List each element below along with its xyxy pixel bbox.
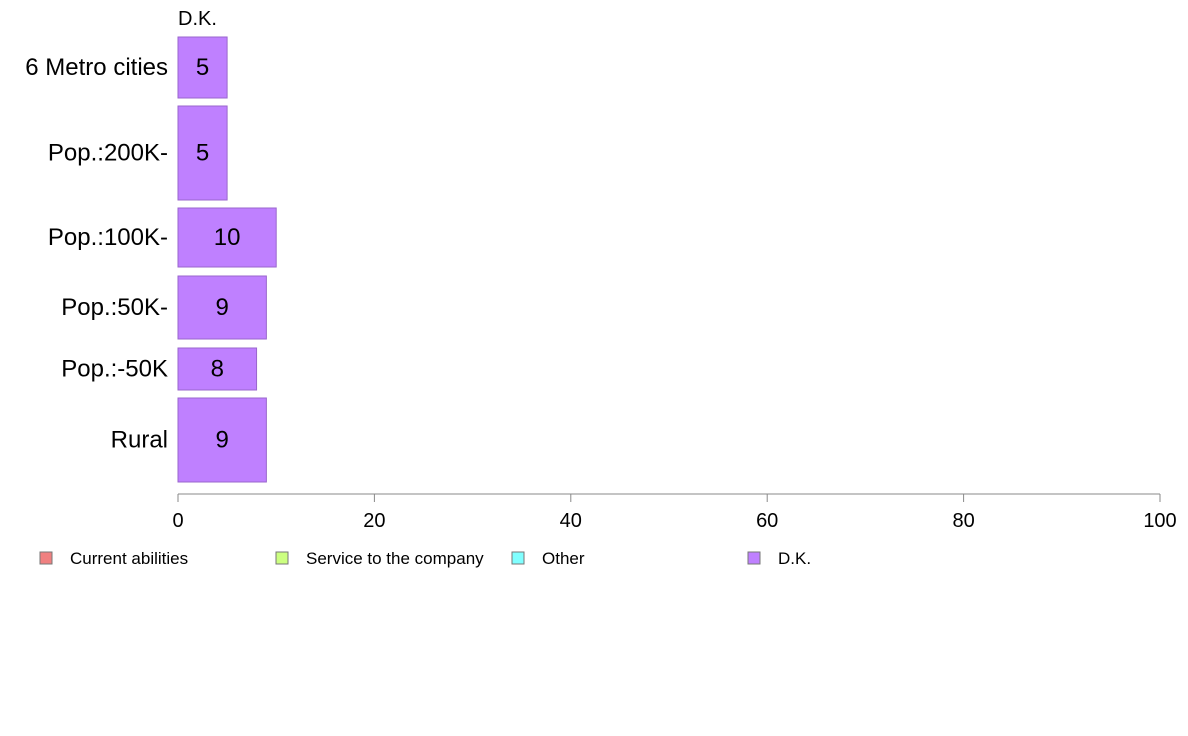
legend-swatch <box>747 551 761 565</box>
legend-label: Other <box>542 549 585 568</box>
category-label: Pop.:100K- <box>48 224 168 251</box>
value-label: 10 <box>214 224 241 251</box>
series-title-dk: D.K. <box>178 8 217 30</box>
bar-segment <box>177 275 267 340</box>
category-label: Pop.:-50K <box>61 356 168 383</box>
x-tick-label: 100 <box>1143 510 1176 532</box>
bar-segment <box>177 347 258 391</box>
category-label: Pop.:200K- <box>48 140 168 167</box>
value-label: 9 <box>216 294 229 321</box>
x-tick-label: 20 <box>363 510 385 532</box>
value-label: 9 <box>216 427 229 454</box>
legend-swatch <box>511 551 525 565</box>
legend-swatch <box>275 551 289 565</box>
category-label: Pop.:50K- <box>61 294 168 321</box>
value-labels: 5 5 10 9 8 9 <box>196 54 241 454</box>
value-label: 5 <box>196 54 209 81</box>
legend-label: D.K. <box>778 549 811 568</box>
bar-segment <box>177 105 228 201</box>
legend-swatch <box>39 551 53 565</box>
category-label: 6 Metro cities <box>25 54 168 81</box>
x-tick-label: 80 <box>952 510 974 532</box>
x-tick-label: 60 <box>756 510 778 532</box>
category-labels: 6 Metro cities Pop.:200K- Pop.:100K- Pop.:5… <box>25 54 168 454</box>
bar-segment <box>177 36 228 99</box>
bar-segment <box>177 397 267 483</box>
category-label: Rural <box>111 427 168 454</box>
value-label: 5 <box>196 140 209 167</box>
legend: Current abilities Service to the company O… <box>39 549 811 568</box>
x-tick-label: 0 <box>172 510 183 532</box>
x-axis: 0 20 40 60 80 100 <box>172 493 1177 532</box>
legend-label: Current abilities <box>70 549 188 568</box>
value-label: 8 <box>211 356 224 383</box>
legend-label: Service to the company <box>306 549 484 568</box>
bar-segment <box>177 207 277 268</box>
bars-group <box>177 36 277 483</box>
x-tick-label: 40 <box>560 510 582 532</box>
